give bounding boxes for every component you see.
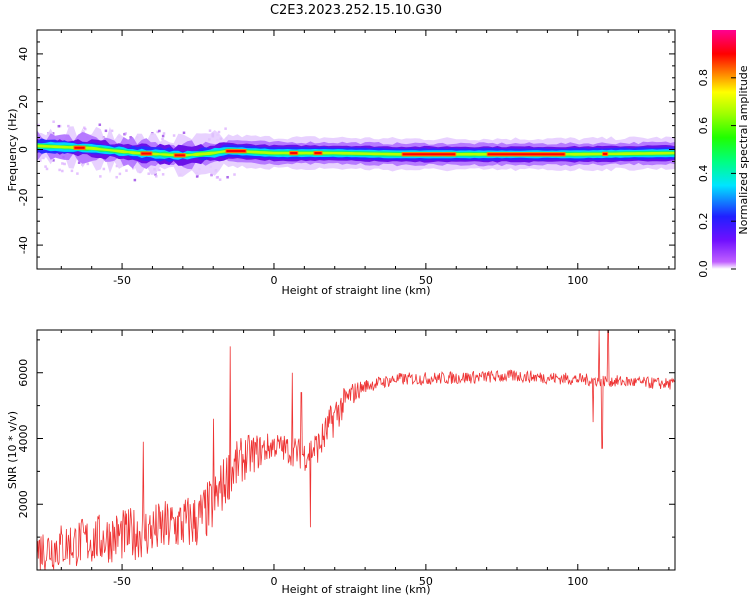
- snr-ytick-label: 4000: [17, 424, 30, 452]
- spectrogram-ytick-label: 20: [17, 95, 30, 109]
- spectrogram-noise-cell: [115, 175, 118, 179]
- colorbar-ticks: 0.0 0.2 0.4 0.6 0.8: [697, 69, 736, 278]
- spectrogram-noise-cell: [172, 134, 176, 137]
- spectrogram-noise-cell: [57, 124, 61, 128]
- snr-ytick-label: 6000: [17, 359, 30, 387]
- spectrogram-ylabel: Frequency (Hz): [6, 109, 19, 192]
- spectrogram-noise-cell: [63, 162, 66, 166]
- spectrogram-noise-cell: [83, 126, 86, 130]
- spectrogram-ytick-label: 40: [17, 47, 30, 61]
- snr-xlabel: Height of straight line (km): [281, 583, 430, 596]
- colorbar-tick-label: 0.4: [697, 165, 710, 183]
- spectrogram-xtick-label: 100: [567, 274, 588, 287]
- snr-xtick-label: 100: [567, 575, 588, 588]
- spectrogram-noise-cell: [195, 175, 199, 178]
- spectrogram-noise-cell: [70, 169, 74, 173]
- spectrogram-peak-segment: [402, 153, 456, 156]
- snr-frame: [36, 329, 676, 571]
- spectrogram-noise-cell: [44, 165, 47, 168]
- spectrogram-noise-cell: [58, 168, 61, 172]
- spectrogram-noise-cell: [156, 130, 159, 134]
- spectrogram-xtick-label: 0: [270, 274, 277, 287]
- spectrogram-axes: -50 0 50 100 -40 -20 0 20 40: [17, 29, 675, 287]
- spectrogram-noise-cell: [99, 175, 102, 178]
- spectrogram-noise-cell: [37, 123, 40, 127]
- spectrogram-heatmap: [37, 120, 675, 182]
- spectrogram-peak-segment: [314, 152, 322, 155]
- spectrogram-noise-cell: [52, 120, 55, 123]
- spectrogram-noise-cell: [208, 129, 212, 132]
- colorbar-tick-label: 0.8: [697, 69, 710, 87]
- spectrogram-ytick-label: -20: [17, 188, 30, 206]
- snr-ylabel: SNR (10 * v/v): [6, 411, 19, 489]
- spectrogram-noise-cell: [161, 134, 165, 138]
- spectrogram-peak-segment: [487, 153, 565, 156]
- colorbar-tick-label: 0.6: [697, 117, 710, 135]
- spectrogram-peak-segment: [603, 152, 608, 156]
- spectrogram-noise-cell: [161, 137, 164, 141]
- spectrogram-noise-cell: [158, 129, 161, 133]
- spectrogram-noise-cell: [217, 130, 221, 134]
- colorbar-tick-label: 0.0: [697, 260, 710, 278]
- spectrogram-noise-cell: [115, 164, 119, 168]
- spectrogram-noise-cell: [76, 172, 79, 175]
- spectrogram-noise-cell: [162, 132, 166, 135]
- spectrogram-noise-cell: [224, 127, 227, 130]
- spectrogram-noise-cell: [155, 175, 158, 178]
- spectrogram-noise-cell: [61, 162, 64, 165]
- spectrogram-noise-cell: [125, 169, 128, 172]
- spectrogram-noise-cell: [67, 124, 70, 128]
- snr-ytick-label: 2000: [17, 490, 30, 518]
- spectrogram-noise-cell: [161, 173, 165, 176]
- spectrogram-noise-cell: [39, 159, 42, 162]
- snr-xtick-label: -50: [113, 575, 131, 588]
- colorbar-gradient: [712, 30, 736, 269]
- colorbar-tick-label: 0.2: [697, 212, 710, 230]
- snr-axes: -50 0 50 100 2000 4000 6000: [17, 330, 675, 588]
- spectrogram-panel: -50 0 50 100 -40 -20 0 20 40 Height of straight …: [6, 29, 676, 297]
- spectrogram-noise-cell: [104, 129, 108, 133]
- spectrogram-noise-cell: [77, 161, 81, 164]
- spectrogram-noise-cell: [215, 176, 219, 179]
- spectrogram-noise-cell: [86, 162, 90, 166]
- spectrogram-noise-cell: [147, 172, 150, 175]
- spectrogram-xtick-label: 50: [419, 274, 433, 287]
- colorbar: 0.0 0.2 0.4 0.6 0.8 Normalized spectral ampl…: [697, 30, 750, 278]
- spectrogram-peak-segment: [74, 146, 85, 149]
- spectrogram-noise-cell: [218, 178, 222, 181]
- spectrogram-noise-cell: [158, 168, 161, 172]
- spectrogram-noise-cell: [118, 172, 122, 176]
- figure-title: C2E3.2023.252.15.10.G30: [270, 3, 442, 18]
- spectrogram-noise-cell: [226, 175, 229, 179]
- spectrogram-noise-cell: [124, 132, 127, 135]
- spectrogram-noise-cell: [84, 127, 87, 131]
- spectrogram-ytick-label: -40: [17, 236, 30, 254]
- spectrogram-noise-cell: [233, 173, 236, 176]
- spectrogram-noise-cell: [45, 167, 49, 171]
- spectrogram-peak-segment: [290, 152, 298, 155]
- colorbar-label: Normalized spectral amplitude: [737, 65, 750, 234]
- spectrogram-xlabel: Height of straight line (km): [281, 284, 430, 297]
- spectrogram-noise-cell: [133, 178, 137, 182]
- spectrogram-noise-cell: [110, 129, 114, 133]
- spectrogram-noise-cell: [102, 167, 106, 171]
- spectrogram-peak-segment: [226, 150, 246, 153]
- spectrogram-noise-cell: [182, 131, 186, 135]
- spectrogram-noise-cell: [131, 166, 135, 170]
- spectrogram-noise-cell: [129, 136, 132, 139]
- snr-xtick-label: 0: [270, 575, 277, 588]
- snr-xtick-label: 50: [419, 575, 433, 588]
- spectrogram-noise-cell: [52, 159, 55, 162]
- spectrogram-peak-segment: [141, 152, 152, 155]
- snr-panel: -50 0 50 100 2000 4000 6000 Height of straight…: [6, 329, 676, 596]
- spectrogram-noise-cell: [210, 173, 213, 177]
- spectrogram-ytick-label: 0: [17, 146, 30, 153]
- spectrogram-xtick-label: -50: [113, 274, 131, 287]
- spectrogram-peak-segment: [174, 154, 185, 157]
- spectrogram-noise-cell: [98, 123, 102, 126]
- snr-series-line: [37, 330, 675, 570]
- spectrogram-noise-cell: [61, 169, 64, 173]
